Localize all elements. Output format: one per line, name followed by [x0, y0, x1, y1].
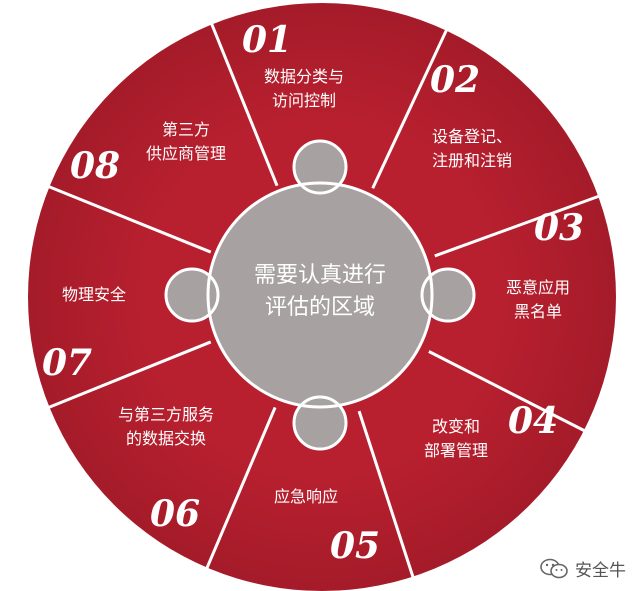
segment-number: 08	[70, 145, 120, 187]
segment-label-line: 黑名单	[514, 302, 562, 321]
segment-label-line: 改变和	[432, 417, 480, 436]
segment-label-line: 第三方	[162, 120, 210, 139]
center-puzzle-piece	[164, 139, 476, 451]
segment-dividers	[46, 21, 601, 579]
watermark-text: 安全牛	[575, 561, 626, 581]
segment-number: 03	[534, 207, 584, 249]
segment-divider	[434, 194, 601, 258]
segment-label-line: 访问控制	[272, 91, 336, 110]
segment-label-line: 数据分类与	[264, 67, 344, 86]
center-label-line-1: 需要认真进行	[254, 263, 386, 288]
segment-label-line: 应急响应	[274, 487, 338, 506]
segment-divider	[371, 28, 449, 189]
segment-07: 07 物理安全	[42, 285, 126, 384]
center-label: 需要认真进行 评估的区域	[254, 263, 386, 320]
wechat-icon	[540, 558, 568, 578]
segment-label-line: 设备登记、	[432, 127, 512, 146]
segment-02: 02 设备登记、注册和注销	[430, 59, 512, 170]
segment-05: 05 应急响应	[274, 487, 380, 567]
segment-label-line: 注册和注销	[432, 151, 512, 170]
segment-divider	[209, 21, 279, 187]
segment-label-line: 的数据交换	[126, 429, 206, 448]
segment-label-line: 物理安全	[62, 285, 126, 304]
segment-divider	[204, 406, 277, 571]
center-label-line-2: 评估的区域	[265, 295, 375, 320]
segment-label-line: 部署管理	[424, 441, 488, 460]
segment-number: 04	[508, 400, 558, 442]
segment-divider	[357, 410, 415, 579]
segment-label-line: 恶意应用	[506, 278, 570, 297]
segment-number: 05	[330, 525, 380, 567]
segment-number: 07	[42, 342, 92, 384]
watermark: 安全牛	[539, 556, 626, 581]
segment-divider	[46, 184, 212, 254]
segment-number: 06	[150, 493, 200, 535]
segment-divider	[428, 350, 587, 433]
segment-number: 01	[242, 19, 292, 61]
segment-label-line: 供应商管理	[146, 144, 226, 163]
segment-label-line: 与第三方服务	[118, 405, 214, 424]
segment-divider	[46, 340, 212, 410]
segment-number: 02	[430, 59, 480, 101]
